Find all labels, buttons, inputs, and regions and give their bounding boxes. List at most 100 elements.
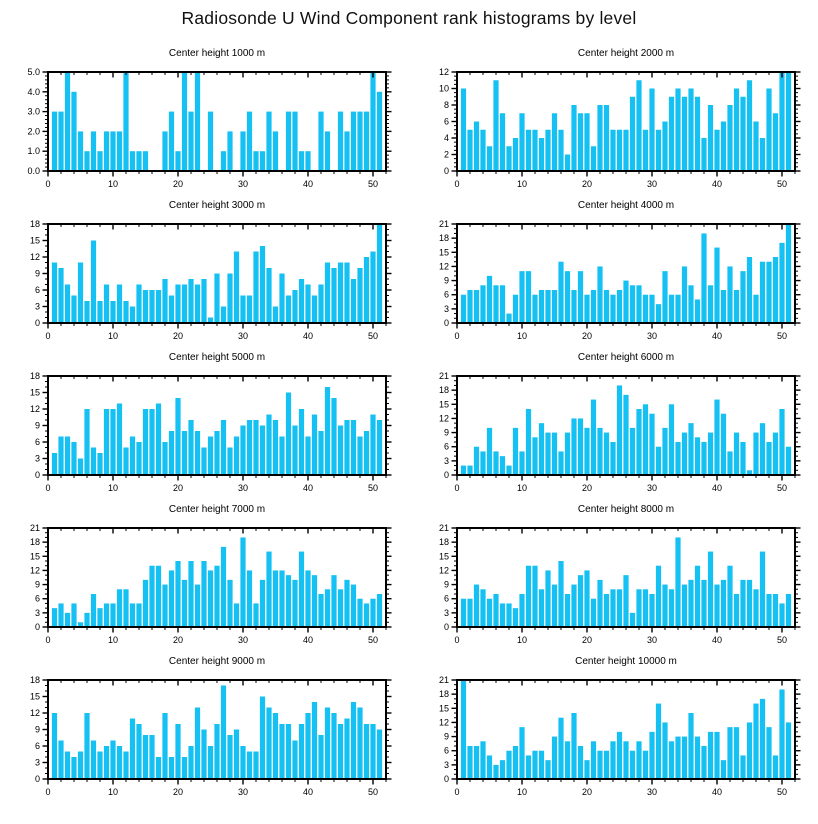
y-axis-tick-label: 9 [35, 269, 40, 279]
bar [681, 96, 688, 171]
bar [727, 266, 733, 323]
bar [558, 717, 564, 779]
y-axis-tick-label: 1.0 [27, 146, 40, 156]
bar [64, 612, 71, 627]
bar [324, 131, 331, 171]
bar [214, 273, 220, 323]
bar [84, 612, 90, 627]
bar [603, 432, 610, 475]
x-axis-tick-label: 10 [108, 635, 118, 645]
bar [681, 432, 688, 475]
bar [246, 420, 253, 475]
bar [227, 579, 233, 627]
bar [467, 290, 473, 323]
x-axis-tick-label: 0 [45, 331, 50, 341]
bar [590, 399, 597, 475]
bar [97, 151, 103, 171]
bar [214, 565, 220, 627]
bar [103, 409, 110, 475]
chart-canvas: Center height 5000 m 0 3 6 9 12 15 18 0 10 20 30 40 5… [30, 352, 392, 493]
bar [149, 735, 155, 779]
bar [636, 285, 642, 323]
y-axis-tick-label: 0 [444, 318, 449, 328]
y-axis-tick-label: 6 [35, 594, 40, 604]
bar [753, 121, 759, 171]
bar [123, 589, 129, 627]
x-axis-tick-label: 30 [238, 483, 248, 493]
bar [772, 594, 779, 627]
bar [720, 413, 727, 475]
bar [103, 284, 110, 323]
bar [486, 427, 493, 475]
bar [623, 575, 629, 627]
bar [519, 451, 525, 475]
bar [123, 301, 129, 323]
bar [188, 561, 194, 627]
bar [58, 111, 64, 171]
bar [363, 111, 370, 171]
bar [116, 746, 123, 779]
bar [577, 113, 584, 171]
bar [272, 306, 279, 323]
bar [240, 746, 246, 779]
chart-title: Center height 1000 m [169, 48, 265, 59]
bar [545, 760, 551, 779]
bar [564, 271, 571, 323]
bar [681, 736, 688, 779]
y-axis-tick-label: 15 [439, 399, 449, 409]
bar [90, 447, 97, 475]
x-axis-tick-label: 10 [517, 179, 527, 189]
x-axis-tick-label: 0 [454, 179, 459, 189]
bar [298, 551, 305, 627]
bar [772, 257, 779, 323]
bar [77, 622, 84, 627]
bar [584, 294, 590, 323]
bar [649, 88, 655, 171]
bar [142, 735, 149, 779]
x-axis-tick-label: 30 [647, 635, 657, 645]
bar [701, 746, 707, 779]
bar [246, 295, 253, 323]
chart-canvas: Center height 4000 m 0 3 6 9 12 15 18 21 0 10 20 30 4… [439, 200, 801, 341]
chart-title: Center height 7000 m [169, 504, 265, 515]
bar [655, 129, 662, 171]
bar [162, 131, 168, 171]
bar [181, 757, 188, 779]
bar [233, 729, 240, 779]
bar [168, 431, 175, 475]
bar [681, 584, 688, 627]
bar [90, 240, 97, 323]
bar [538, 750, 545, 779]
bar [103, 746, 110, 779]
x-axis-tick-label: 0 [454, 483, 459, 493]
bar [350, 111, 357, 171]
x-axis-tick-label: 0 [454, 787, 459, 797]
x-axis-tick-label: 30 [238, 179, 248, 189]
y-axis-tick-label: 9 [35, 421, 40, 431]
bar [577, 746, 584, 779]
bar [655, 703, 662, 779]
bar [285, 295, 292, 323]
bar [331, 268, 337, 323]
bar [246, 751, 253, 779]
x-axis-tick-label: 50 [777, 635, 787, 645]
x-axis-tick-label: 50 [777, 179, 787, 189]
bar [318, 431, 324, 475]
bar [779, 409, 785, 475]
bar [331, 398, 337, 475]
x-axis-tick-label: 10 [108, 787, 118, 797]
bar [584, 570, 590, 627]
y-axis-tick-label: 0.0 [27, 166, 40, 176]
bar [311, 414, 318, 475]
y-axis-tick-label: 18 [439, 689, 449, 699]
bar [727, 451, 733, 475]
y-axis-tick-label: 3 [444, 456, 449, 466]
bar [376, 91, 383, 171]
bar [188, 746, 194, 779]
bar [759, 698, 766, 779]
bar [525, 755, 532, 779]
bar [266, 414, 272, 475]
bar [97, 301, 103, 323]
bar [727, 727, 733, 779]
bar [370, 251, 376, 323]
